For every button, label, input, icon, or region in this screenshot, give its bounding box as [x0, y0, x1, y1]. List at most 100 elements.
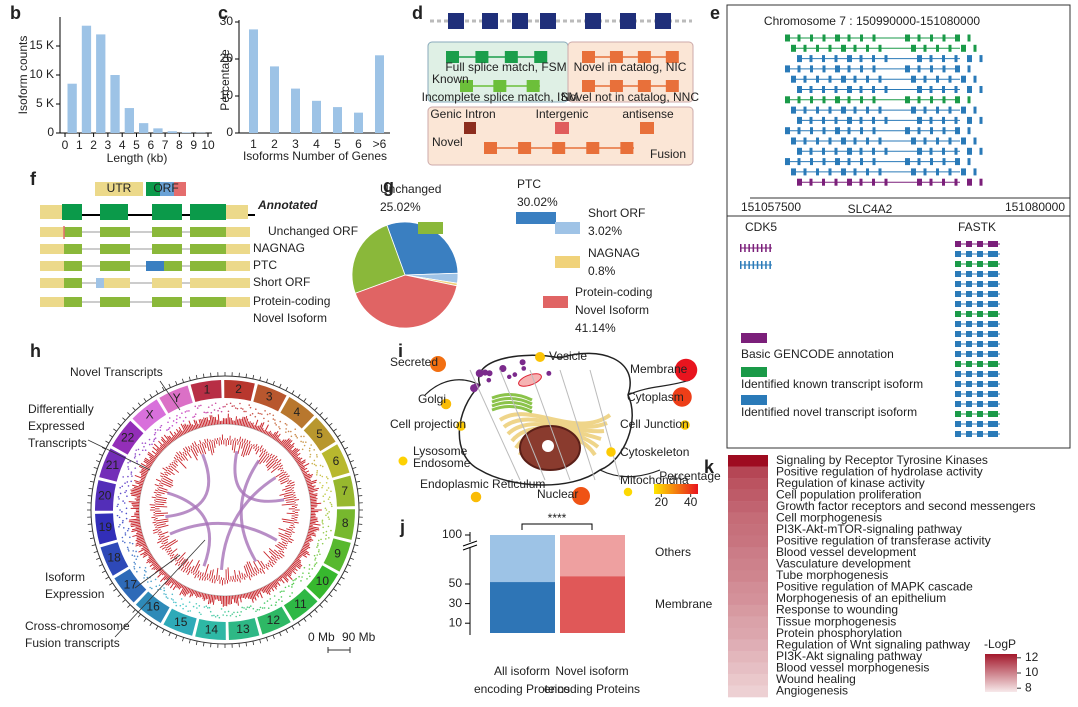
ruler-tick — [168, 632, 171, 637]
de-bar — [247, 445, 253, 456]
de-bar — [184, 561, 190, 568]
expression-bar — [308, 487, 315, 490]
novel-dot — [234, 407, 237, 409]
de-bar — [280, 538, 288, 543]
track-label-line: Isoform — [45, 570, 85, 584]
novel-dot — [258, 608, 261, 611]
pie-slice — [354, 274, 458, 329]
exon — [942, 127, 946, 135]
expression-bar — [182, 430, 186, 435]
expression-bar — [309, 527, 320, 531]
panel-letter: g — [383, 176, 394, 196]
de-bar — [161, 480, 174, 487]
de-bar — [199, 575, 202, 581]
exon — [977, 351, 983, 357]
de-bar — [257, 559, 264, 569]
exon — [860, 65, 863, 73]
exon — [847, 127, 851, 135]
novel-dot — [203, 411, 206, 414]
ruler-tick — [259, 639, 262, 644]
de-bar — [160, 482, 172, 488]
novel-dot — [272, 418, 275, 420]
de-bar — [257, 446, 260, 449]
expression-bar — [298, 553, 303, 557]
de-bar — [254, 447, 258, 452]
novel-dot — [222, 614, 224, 616]
expression-bar — [281, 574, 289, 583]
track-label-line: Novel Transcripts — [70, 365, 163, 379]
de-bar — [197, 574, 200, 578]
chromosome — [95, 480, 116, 511]
de-bar — [280, 480, 289, 485]
novel-dot — [220, 608, 223, 610]
expression-bar — [139, 543, 147, 547]
ruler-tick — [285, 629, 289, 634]
expression-bar — [155, 566, 161, 571]
panel-letter: k — [704, 457, 715, 477]
novel-dot — [300, 435, 302, 438]
de-bar — [259, 453, 268, 465]
expression-bar — [165, 577, 173, 586]
chromosome — [135, 591, 170, 623]
expression-bar — [176, 582, 180, 588]
vesicle — [519, 359, 526, 366]
de-bar — [280, 469, 283, 472]
novel-dot — [136, 570, 138, 573]
novel-dot — [207, 406, 210, 408]
expression-bar — [135, 541, 146, 547]
x-tick-label-line: encoding Proteins — [544, 682, 640, 696]
fusion-transcript — [620, 142, 634, 154]
ruler-tick — [354, 473, 359, 476]
legend-swatch — [543, 296, 568, 308]
novel-dot — [151, 587, 153, 590]
ruler-tick — [143, 618, 147, 622]
de-bar — [288, 526, 293, 529]
novel-dot — [122, 476, 124, 478]
exon — [988, 291, 998, 297]
exon — [884, 147, 888, 155]
de-bar — [253, 567, 258, 573]
novel-dot — [311, 462, 314, 465]
exon — [878, 75, 882, 83]
category-label: Full splice match, FSM — [445, 60, 566, 74]
novel-dot — [290, 435, 293, 438]
exon — [966, 241, 972, 247]
de-bar — [293, 521, 299, 524]
exon — [966, 321, 972, 327]
novel-dot — [308, 449, 311, 452]
exon — [859, 116, 863, 124]
bar-segment — [560, 576, 625, 633]
bar — [167, 131, 177, 133]
exon — [955, 411, 961, 417]
slice-value: 3.02% — [588, 224, 622, 238]
x-axis-title: Isoforms Number of Genes — [243, 149, 387, 163]
chromosome-label: 14 — [205, 622, 219, 636]
de-bar — [237, 441, 239, 445]
de-bar — [245, 564, 251, 576]
term-label: Angiogenesis — [776, 683, 848, 697]
legend-label: Identified novel transcript isoform — [741, 405, 917, 419]
expression-bar — [149, 561, 157, 567]
exon — [860, 96, 863, 104]
de-bar — [216, 567, 219, 580]
panel-letter: d — [412, 3, 423, 23]
expression-bar — [199, 592, 202, 598]
de-bar — [157, 524, 169, 529]
novel-dot — [328, 511, 330, 513]
expression-bar — [306, 479, 318, 484]
exon — [785, 96, 790, 104]
novel-dot — [326, 477, 329, 480]
de-bar — [278, 532, 290, 538]
exon — [955, 341, 961, 347]
de-bar — [160, 472, 165, 476]
expression-bar — [213, 416, 216, 425]
novel-dot — [261, 413, 263, 415]
de-bar — [275, 544, 283, 551]
expression-bar — [297, 459, 306, 465]
bar-segment — [560, 535, 625, 577]
exon — [847, 34, 851, 42]
exon — [917, 158, 921, 166]
novel-dot — [233, 611, 235, 614]
novel-dot — [133, 457, 136, 459]
ruler-tick — [203, 373, 205, 378]
